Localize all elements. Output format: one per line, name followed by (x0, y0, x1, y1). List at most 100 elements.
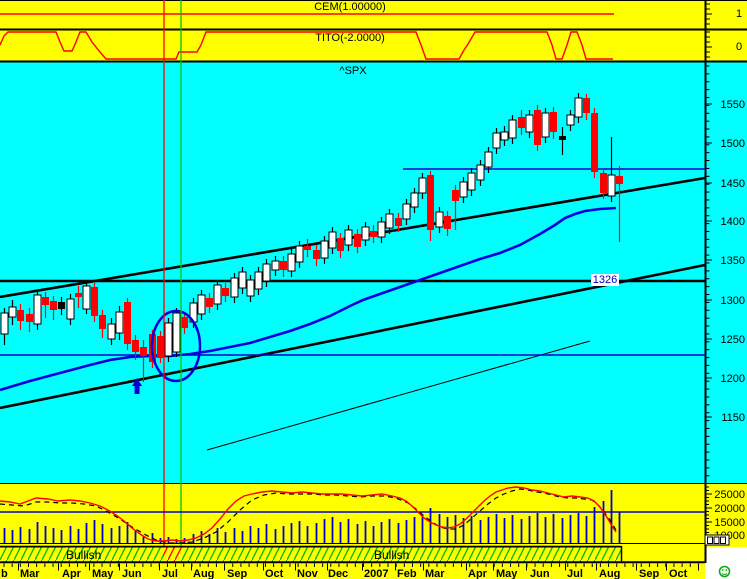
scrollbar-button[interactable] (713, 536, 720, 544)
candle-body-down (370, 231, 377, 237)
candle-body-up (410, 192, 419, 208)
volume-axis-label: 20000 (714, 503, 745, 515)
candle-body-up (525, 114, 534, 133)
candle-body-up (508, 119, 517, 139)
highlight-ellipse[interactable] (150, 309, 202, 383)
candle-body-up (492, 132, 501, 149)
candle-body-up (66, 298, 75, 320)
candle-body-up (476, 164, 485, 181)
x-axis-month-label: Oct (669, 568, 688, 579)
candle-body-down (304, 246, 311, 250)
price-axis-label: 1150 (721, 412, 745, 424)
candle-body-down (600, 173, 607, 193)
candle-body-down (518, 117, 525, 128)
candle-body-up (361, 226, 370, 241)
price-panel-bg[interactable] (0, 62, 747, 484)
scrollbar-button[interactable] (720, 536, 726, 544)
tito-indicator-title: TITO(-2.0000) (315, 32, 385, 44)
candle-body-up (435, 211, 444, 228)
trendline-2[interactable] (0, 263, 706, 410)
trend-ribbon-bearish (163, 547, 181, 562)
tito-panel-bg[interactable] (0, 30, 747, 62)
cem-axis-value: 1 (736, 8, 743, 20)
price-axis-label: 1400 (721, 216, 745, 228)
smiley-expert-icon[interactable] (718, 565, 731, 578)
x-axis-month-label: Mar (20, 568, 40, 579)
candle-body-up (254, 271, 263, 290)
price-axis-label: 1200 (721, 373, 745, 385)
price-level-tag-1326[interactable]: 1326 (591, 274, 619, 286)
candle-body-down (17, 310, 24, 321)
x-axis-month-label: Jul (567, 568, 583, 579)
x-axis-month-label: Sep (227, 568, 247, 579)
candle-body-up (344, 229, 353, 246)
x-axis-month-label: May (92, 568, 114, 579)
candle-body-up (541, 112, 550, 138)
thin-trendline[interactable] (206, 340, 591, 451)
trend-ribbon-bullish (0, 547, 163, 562)
candle-body-up (566, 114, 575, 126)
candle-body-up (246, 279, 255, 297)
x-axis-month-label: Oct (265, 568, 284, 579)
candle-body-down (313, 250, 320, 259)
candle-body-up (164, 322, 173, 357)
scrollbar-button[interactable] (707, 536, 713, 544)
candle-body-down (616, 176, 623, 184)
candle-body-up (238, 271, 247, 289)
candle-body-up (262, 263, 271, 282)
candle-body-down (124, 302, 131, 344)
candle-body-down (550, 112, 557, 132)
trend-ribbon-bullish (181, 547, 621, 562)
candle-body-down (75, 293, 82, 297)
x-axis-month-label: 2007 (364, 568, 388, 579)
candle-body-down (181, 317, 188, 328)
candle-body-down (427, 175, 434, 230)
volume-indicator-line (0, 486, 617, 542)
x-axis-month-label: Apr (468, 568, 488, 579)
x-axis-month-label: Jul (162, 568, 178, 579)
candle-body-up (574, 97, 583, 118)
moving-average-line (0, 206, 617, 392)
ribbon-label: Bullish (66, 548, 101, 562)
candle-body-up (107, 323, 116, 340)
x-axis-month-label: Aug (193, 568, 214, 579)
x-axis-month-label: Feb (397, 568, 417, 579)
smiley-mouth (721, 573, 728, 575)
volume-axis-label: 15000 (714, 517, 745, 529)
price-axis-label: 1250 (721, 334, 745, 346)
candle-body-down (222, 288, 229, 296)
tito-indicator-line (0, 31, 613, 60)
candle-body-up (82, 285, 91, 310)
x-axis-month-label: Dec (328, 568, 348, 579)
candle-body-up (385, 213, 394, 229)
x-axis-month-label: b (1, 568, 8, 579)
candle-body-up (287, 253, 296, 272)
candle-body-up (328, 231, 337, 249)
x-axis-month-label: Mar (425, 568, 445, 579)
candle-body-down (99, 315, 106, 329)
candle-body-up (377, 221, 386, 238)
candle-body-down (91, 287, 98, 316)
candle-body-down (354, 234, 361, 247)
x-axis-month-label: Jun (530, 568, 550, 579)
cem-panel-bg[interactable] (0, 0, 747, 30)
candle-body-up (213, 284, 222, 305)
symbol-title: ^SPX (339, 65, 367, 77)
tito-axis-value: 0 (736, 41, 743, 53)
candle-body-up (484, 151, 493, 168)
candle-body-down (157, 336, 164, 358)
buy-signal-arrow-stem (134, 386, 140, 394)
candle-body-up (500, 131, 509, 141)
cem-indicator-title: CEM(1.00000) (314, 1, 386, 13)
candle-body-down (140, 347, 147, 356)
x-axis-month-label: Sep (639, 568, 659, 579)
price-axis-label: 1450 (721, 178, 745, 190)
x-axis-month-label: Jun (122, 568, 142, 579)
smiley-eye (721, 569, 724, 571)
ribbon-label: Bullish (374, 548, 409, 562)
candle-body-up (418, 177, 427, 194)
buy-signal-arrow-icon[interactable] (132, 378, 142, 386)
candle-body-down (534, 110, 541, 145)
candle-body-down (132, 340, 139, 352)
